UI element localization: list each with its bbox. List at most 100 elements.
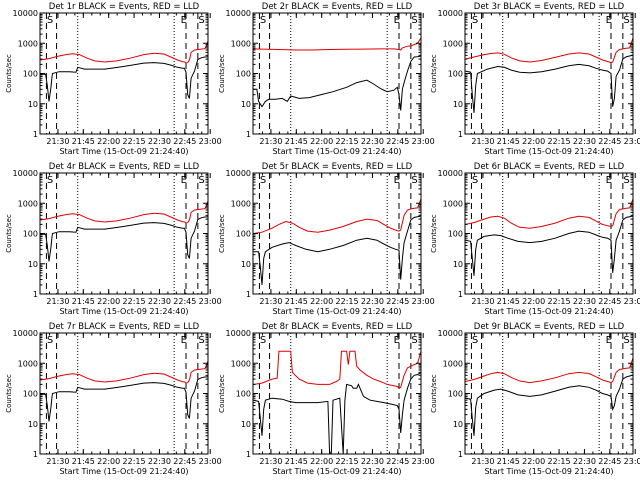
y-tick-label: 10 [453, 260, 463, 269]
x-tick-label: 21:30 [46, 297, 69, 306]
y-tick-label: 10 [241, 100, 251, 109]
y-tick-label: 100 [448, 230, 463, 239]
x-tick-label: 23:00 [624, 297, 640, 306]
x-tick-label: 21:45 [285, 457, 308, 466]
x-tick-label: 21:45 [497, 137, 520, 146]
x-tick-label: 22:45 [386, 137, 409, 146]
interval-marker-label: S [472, 335, 478, 346]
interval-marker-label: E [606, 15, 612, 26]
x-tick-label: 22:45 [173, 137, 196, 146]
interval-marker-label: S [47, 15, 53, 26]
y-tick-label: 10000 [438, 169, 463, 178]
y-tick-label: 1000 [18, 199, 38, 208]
x-tick-label: 21:30 [46, 137, 69, 146]
interval-marker-label: S [260, 175, 266, 186]
x-tick-label: 21:45 [72, 297, 95, 306]
panel-title: Det 4r BLACK = Events, RED = LLD [49, 162, 200, 172]
interval-marker-label: E [181, 175, 187, 186]
x-tick-label: 23:00 [412, 137, 435, 146]
panel-title: Det 2r BLACK = Events, RED = LLD [262, 2, 413, 12]
y-tick-label: 1000 [443, 359, 463, 368]
plot-frame [252, 332, 422, 455]
panel-title: Det 3r BLACK = Events, RED = LLD [474, 2, 625, 12]
events-series-line [253, 55, 421, 111]
events-series-line [40, 376, 208, 422]
x-tick-label: 22:30 [148, 137, 171, 146]
x-tick-label: 22:30 [148, 457, 171, 466]
x-tick-label: 22:15 [548, 297, 571, 306]
plot-frame [252, 12, 422, 135]
y-axis-label: Counts/sec [430, 54, 438, 93]
x-tick-label: 22:30 [361, 297, 384, 306]
x-tick-label: 23:00 [199, 137, 222, 146]
y-tick-label: 1000 [231, 39, 251, 48]
y-tick-label: 10000 [438, 9, 463, 18]
y-tick-label: 10000 [13, 9, 38, 18]
lld-series-line [40, 40, 208, 64]
x-tick-label: 22:15 [336, 297, 359, 306]
y-tick-label: 1000 [443, 39, 463, 48]
y-tick-label: 1000 [443, 199, 463, 208]
events-series-line [465, 374, 633, 436]
y-tick-label: 10 [28, 260, 38, 269]
x-tick-label: 23:00 [199, 457, 222, 466]
panel-title: Det 9r BLACK = Events, RED = LLD [474, 322, 625, 332]
y-axis-label: Counts/sec [218, 214, 226, 253]
events-series-line [40, 216, 208, 262]
y-axis-label: Counts/sec [5, 54, 13, 93]
interval-marker-label: E [394, 335, 400, 346]
interval-marker-label: E [606, 175, 612, 186]
x-tick-label: 21:45 [497, 457, 520, 466]
plot-frame [252, 172, 422, 295]
interval-marker-label: S [411, 15, 417, 26]
interval-marker-label: S [472, 175, 478, 186]
y-tick-label: 10 [28, 420, 38, 429]
x-tick-label: 21:45 [497, 297, 520, 306]
y-tick-label: 10000 [13, 169, 38, 178]
x-axis-label: Start Time (15-Oct-09 21:24:40) [59, 147, 188, 156]
y-tick-label: 10 [453, 100, 463, 109]
y-tick-label: 10 [241, 420, 251, 429]
interval-marker-label: E [181, 335, 187, 346]
interval-marker-label: E [606, 335, 612, 346]
x-tick-label: 22:00 [522, 457, 545, 466]
y-tick-label: 1 [33, 290, 38, 299]
x-tick-label: 22:30 [148, 297, 171, 306]
x-axis-label: Start Time (15-Oct-09 21:24:40) [59, 467, 188, 476]
x-tick-label: 22:30 [573, 457, 596, 466]
y-tick-label: 10000 [226, 329, 251, 338]
events-series-line [253, 371, 421, 454]
y-tick-label: 1 [458, 290, 463, 299]
x-tick-label: 21:30 [46, 457, 69, 466]
lld-series-line [253, 198, 421, 234]
interval-marker-label: S [411, 335, 417, 346]
x-tick-label: 22:45 [598, 457, 621, 466]
panel-title: Det 1r BLACK = Events, RED = LLD [49, 2, 200, 12]
y-axis-label: Counts/sec [5, 214, 13, 253]
lld-series-line [465, 357, 633, 384]
plot-frame [39, 12, 209, 135]
y-tick-label: 10 [241, 260, 251, 269]
y-tick-label: 1 [246, 450, 251, 459]
events-series-line [40, 56, 208, 102]
interval-marker-label: S [198, 335, 204, 346]
y-tick-label: 10 [453, 420, 463, 429]
y-tick-label: 1 [33, 450, 38, 459]
y-tick-label: 1 [458, 130, 463, 139]
interval-marker-label: S [623, 175, 629, 186]
x-tick-label: 22:30 [573, 137, 596, 146]
x-axis-label: Start Time (15-Oct-09 21:24:40) [484, 307, 613, 316]
x-tick-label: 22:45 [386, 297, 409, 306]
interval-marker-label: S [198, 15, 204, 26]
plot-frame [464, 12, 634, 135]
interval-marker-label: S [411, 175, 417, 186]
x-tick-label: 22:45 [598, 137, 621, 146]
y-tick-label: 100 [448, 70, 463, 79]
plot-frame [39, 172, 209, 295]
y-tick-label: 1000 [18, 359, 38, 368]
